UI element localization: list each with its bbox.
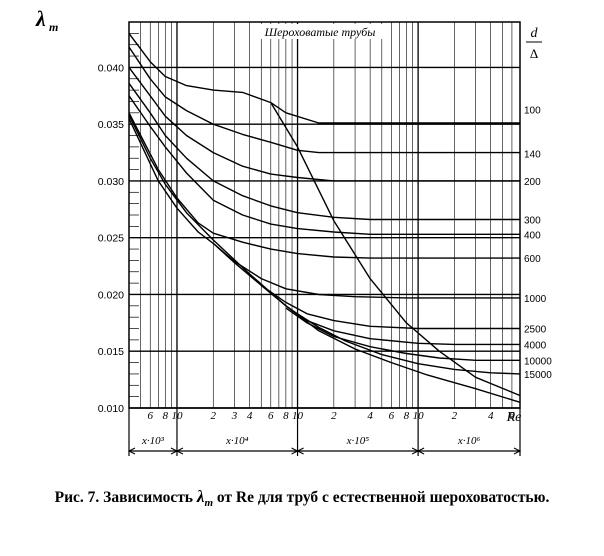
x-tick-label: 6 — [509, 410, 515, 422]
series-label: 600 — [524, 254, 541, 265]
y-tick-label: 0.025 — [98, 233, 124, 245]
figure-caption: Рис. 7. Зависимость λт от Re для труб с … — [54, 487, 550, 509]
y-tick-label: 0.035 — [98, 119, 124, 131]
y-tick-label: 0.030 — [98, 176, 124, 188]
series-line — [270, 102, 521, 397]
labels-layer: 0.010 0.015 0.020 0.025 0.030 0.035 0.040 100 14… — [98, 62, 552, 456]
series-label: 140 — [524, 150, 541, 161]
arrow-left-icon — [127, 447, 136, 455]
y-axis-symbol: λ — [35, 6, 46, 31]
x-tick-label: 3 — [231, 410, 238, 422]
right-axis-label-den: Δ — [530, 46, 538, 61]
arrow-right-icon — [513, 447, 522, 455]
arrow-left-icon — [296, 447, 304, 455]
series-line — [128, 112, 520, 259]
series-line — [297, 313, 521, 375]
x-tick-label: 2 — [211, 410, 217, 422]
decade-label: x·10⁴ — [225, 435, 249, 447]
title-box — [255, 24, 385, 39]
series-label: 15000 — [524, 370, 552, 381]
x-tick-label: 8 — [404, 410, 410, 422]
decade-label: x·10⁶ — [457, 435, 481, 447]
series-label: 4000 — [524, 340, 547, 351]
decade-label: x·10³ — [141, 435, 165, 447]
x-tick-label: 8 — [163, 410, 169, 422]
y-axis-subscript: т — [49, 20, 58, 34]
chart-title: Шероховатые трубы — [264, 25, 376, 39]
x-tick-label: 6 — [147, 410, 153, 422]
x-tick-label: 2 — [331, 410, 337, 422]
series-layer — [128, 32, 521, 403]
right-axis-label-num: d — [531, 26, 539, 41]
series-label: 200 — [524, 177, 541, 188]
x-axis-label: Re — [506, 410, 522, 425]
series-line — [128, 114, 521, 403]
series-line — [128, 118, 520, 299]
series-line — [128, 95, 520, 235]
friction-chart: λ т 0.010 0.015 0.020 0.025 0.030 0.035 0.040 1… — [35, 6, 552, 456]
series-line — [285, 307, 520, 361]
decade-label: x·10⁵ — [346, 435, 370, 447]
x-tick-label: 6 — [389, 410, 395, 422]
series-label: 100 — [524, 105, 541, 116]
y-tick-label: 0.020 — [98, 289, 124, 301]
series-line — [128, 66, 520, 182]
x-tick-label: 8 — [283, 410, 289, 422]
y-tick-label: 0.015 — [98, 346, 124, 358]
series-line — [128, 46, 520, 154]
y-tick-label: 0.040 — [98, 62, 124, 74]
series-label: 400 — [524, 230, 541, 241]
series-label: 2500 — [524, 325, 547, 336]
plot-frame — [128, 21, 521, 409]
arrow-left-icon — [175, 447, 184, 455]
x-tick-label: 2 — [452, 410, 458, 422]
x-tick-label: 4 — [488, 410, 494, 422]
series-label: 10000 — [524, 356, 552, 367]
x-tick-label: 6 — [268, 410, 274, 422]
series-label: 1000 — [524, 294, 547, 305]
series-label: 300 — [524, 216, 541, 227]
series-line — [128, 82, 520, 221]
arrow-left-icon — [416, 447, 425, 455]
x-tick-label: 4 — [247, 410, 253, 422]
series-line — [128, 32, 520, 124]
grid-layer — [129, 22, 520, 409]
y-tick-label: 0.010 — [98, 403, 124, 415]
x-tick-label: 4 — [367, 410, 373, 422]
series-line — [212, 242, 520, 330]
